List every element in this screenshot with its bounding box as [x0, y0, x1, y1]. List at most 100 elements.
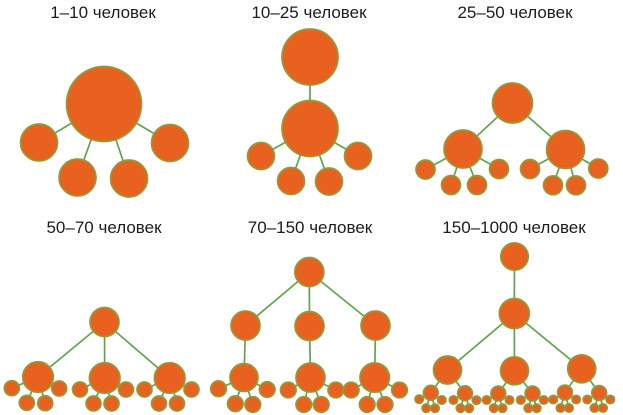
- org-node-circle: [498, 297, 531, 330]
- org-node-circle: [230, 310, 261, 341]
- org-node-circle: [490, 385, 507, 402]
- org-node-circle: [343, 141, 373, 171]
- org-node-circle: [555, 402, 566, 414]
- org-node-circle: [571, 394, 582, 405]
- panel-title-10-25: 10–25 человек: [251, 3, 367, 22]
- org-node-circle: [50, 380, 68, 397]
- org-node-circle: [327, 381, 345, 399]
- org-node-circle: [429, 403, 441, 414]
- org-node-circle: [542, 174, 564, 196]
- org-node-circle: [523, 403, 534, 414]
- org-node-circle: [117, 381, 135, 398]
- org-node-circle: [359, 361, 391, 394]
- org-node-circle: [491, 82, 534, 124]
- org-node-circle: [279, 381, 297, 399]
- org-node-circle: [229, 362, 259, 393]
- panel-title-1-10: 1–10 человек: [50, 3, 156, 22]
- org-node-circle: [605, 394, 616, 405]
- org-node-circle: [421, 403, 432, 414]
- org-node-circle: [504, 394, 515, 406]
- org-node-circle: [515, 394, 526, 406]
- panel-title-50-70: 50–70 человек: [46, 218, 162, 237]
- org-node-circle: [497, 403, 508, 414]
- org-node-circle: [556, 384, 574, 401]
- org-node-circle: [390, 381, 409, 399]
- org-node-circle: [19, 123, 59, 162]
- org-node-circle: [36, 394, 54, 412]
- panel-title-70-150: 70–150 человек: [247, 218, 373, 237]
- org-node-circle: [587, 158, 609, 179]
- org-node-circle: [276, 166, 306, 196]
- org-node-circle: [244, 395, 262, 414]
- org-node-circle: [464, 403, 475, 414]
- org-node-circle: [481, 394, 492, 406]
- panel-title-25-50: 25–50 человек: [457, 3, 573, 22]
- org-node-circle: [538, 394, 549, 406]
- org-node-circle: [415, 159, 436, 180]
- org-node-circle: [466, 174, 488, 196]
- org-node-circle: [150, 123, 190, 163]
- org-node-circle: [589, 402, 600, 414]
- org-node-circle: [246, 141, 276, 171]
- org-node-circle: [150, 395, 168, 412]
- org-node-circle: [85, 395, 102, 412]
- org-node-circle: [183, 381, 200, 398]
- org-node-circle: [456, 385, 474, 402]
- org-node-circle: [376, 395, 394, 414]
- org-node-circle: [3, 379, 21, 397]
- org-node-circle: [436, 394, 447, 406]
- org-node-circle: [226, 395, 244, 413]
- org-node-circle: [414, 394, 425, 405]
- org-node-circle: [499, 355, 530, 386]
- org-node-circle: [358, 395, 376, 414]
- org-node-circle: [295, 362, 326, 393]
- org-node-circle: [545, 129, 586, 170]
- org-node-circle: [21, 360, 55, 394]
- org-node-circle: [109, 159, 149, 198]
- org-node-circle: [294, 310, 325, 342]
- org-node-circle: [563, 402, 575, 414]
- org-node-circle: [293, 256, 325, 288]
- org-node-circle: [71, 381, 89, 398]
- org-node-circle: [312, 395, 330, 414]
- org-node-circle: [58, 158, 97, 197]
- org-node-circle: [448, 394, 459, 406]
- org-node-circle: [89, 306, 120, 338]
- org-node-circle: [136, 381, 153, 398]
- org-node-circle: [360, 310, 391, 341]
- org-node-circle: [432, 355, 463, 385]
- org-node-circle: [65, 65, 143, 143]
- org-node-circle: [295, 395, 313, 414]
- org-node-circle: [565, 174, 587, 196]
- org-node-circle: [582, 394, 593, 405]
- org-node-circle: [597, 402, 609, 414]
- org-node-circle: [440, 174, 462, 196]
- org-node-circle: [18, 394, 36, 412]
- org-node-circle: [488, 158, 510, 180]
- org-node-circle: [471, 395, 482, 406]
- org-node-circle: [281, 28, 339, 86]
- org-node-circle: [566, 353, 597, 384]
- org-node-circle: [548, 394, 559, 405]
- org-node-circle: [519, 158, 541, 180]
- org-node-circle: [168, 395, 186, 412]
- org-node-circle: [455, 403, 466, 414]
- panel-title-150-1000: 150–1000 человек: [442, 218, 586, 237]
- org-node-circle: [209, 380, 228, 398]
- org-node-circle: [531, 403, 542, 414]
- org-node-circle: [88, 361, 121, 395]
- org-node-circle: [590, 384, 608, 402]
- org-node-circle: [422, 384, 440, 402]
- org-node-circle: [153, 361, 186, 395]
- org-node-circle: [342, 381, 360, 399]
- org-node-circle: [258, 380, 276, 399]
- org-node-circle: [443, 129, 483, 169]
- org-node-circle: [488, 403, 499, 414]
- org-node-circle: [281, 99, 339, 158]
- org-node-circle: [103, 395, 120, 412]
- org-node-circle: [524, 385, 541, 402]
- org-node-circle: [499, 241, 530, 272]
- org-node-circle: [314, 167, 344, 196]
